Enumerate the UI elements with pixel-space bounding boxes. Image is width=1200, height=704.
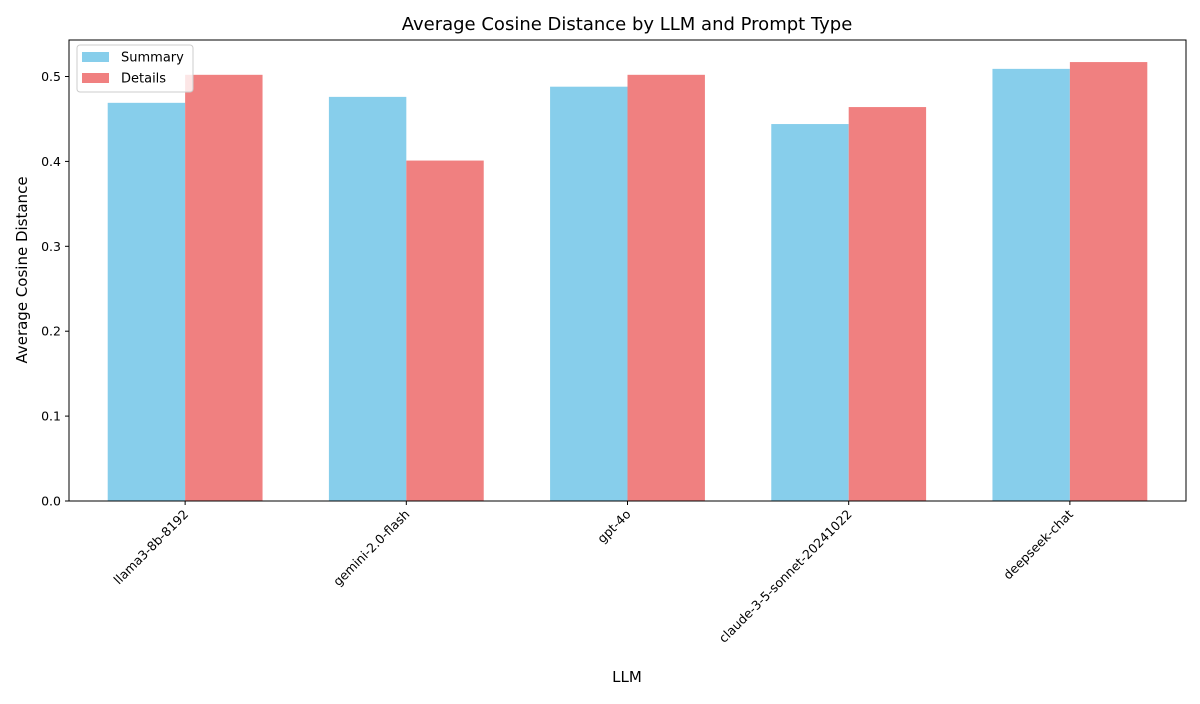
legend: Summary Details [76, 44, 194, 93]
y-tick-label: 0.2 [41, 324, 61, 339]
bars-layer [107, 62, 1148, 502]
legend-label-summary: Summary [121, 51, 184, 66]
y-tick-label: 0.3 [41, 239, 61, 254]
legend-label-details: Details [121, 72, 166, 87]
bar-summary-gemini-2.0-flash [328, 96, 407, 501]
bar-details-gemini-2.0-flash [406, 160, 484, 501]
x-tick-label: gemini-2.0-flash [330, 507, 412, 589]
bar-details-deepseek-chat [1069, 62, 1148, 501]
x-tick-label: claude-3-5-sonnet-20241022 [716, 507, 855, 646]
bar-summary-llama3-8b-8192 [107, 102, 186, 501]
legend-swatch-summary [82, 52, 109, 62]
bar-summary-deepseek-chat [992, 68, 1070, 502]
y-tick-label: 0.1 [41, 409, 61, 424]
y-tick-label: 0.0 [41, 494, 61, 509]
x-axis-label: LLM [612, 668, 642, 686]
y-tick-label: 0.4 [41, 154, 61, 169]
bar-summary-gpt-4o [550, 86, 628, 501]
y-tick-label: 0.5 [41, 69, 61, 84]
x-tick-label: gpt-4o [594, 507, 634, 547]
bar-details-llama3-8b-8192 [185, 74, 263, 501]
legend-swatch-details [82, 73, 109, 83]
bar-summary-claude-3-5-sonnet-20241022 [771, 124, 849, 502]
y-axis-label: Average Cosine Distance [13, 176, 31, 363]
x-tick-label: llama3-8b-8192 [111, 507, 192, 588]
bar-details-gpt-4o [627, 74, 705, 501]
bar-details-claude-3-5-sonnet-20241022 [848, 107, 927, 501]
x-tick-label: deepseek-chat [1000, 506, 1076, 582]
chart-title: Average Cosine Distance by LLM and Promp… [402, 14, 853, 35]
